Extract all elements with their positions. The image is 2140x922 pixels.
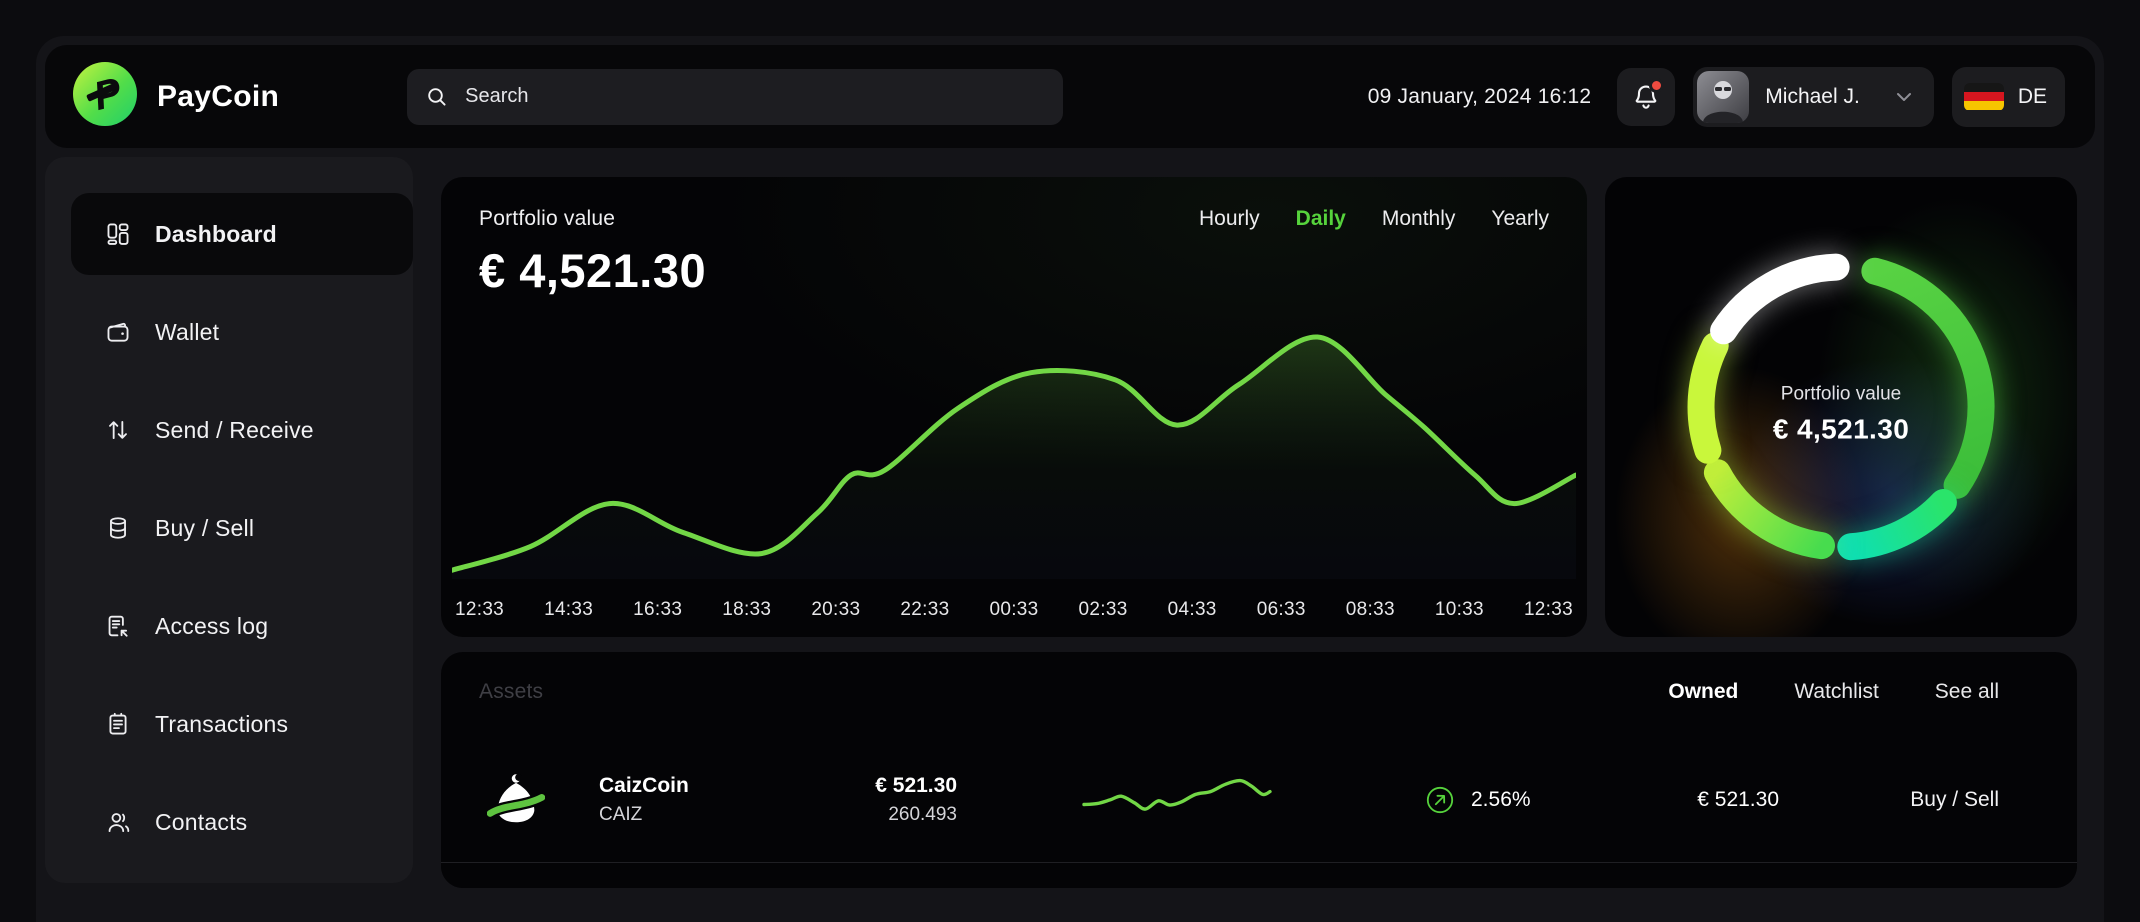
coin-name-cell: CaizCoin CAIZ xyxy=(547,774,717,826)
user-avatar xyxy=(1697,70,1750,123)
contacts-person-icon xyxy=(105,809,131,835)
segment-lime xyxy=(1687,332,1729,464)
paycoin-logo-icon: P xyxy=(73,62,137,131)
notifications-button[interactable] xyxy=(1617,67,1676,126)
profile-name: Michael J. xyxy=(1765,84,1860,108)
coin-price: € 521.30 xyxy=(875,774,957,797)
brand: P PayCoin xyxy=(73,62,279,131)
assets-card: Assets Owned Watchlist See all CaizCoin CA… xyxy=(441,652,2077,888)
app-window: P PayCoin 09 January, 2024 16:12 xyxy=(36,36,2104,922)
portfolio-chart-card: Portfolio value Hourly Daily Monthly Yearly… xyxy=(441,177,1587,637)
range-tab-yearly[interactable]: Yearly xyxy=(1491,207,1549,230)
x-tick-label: 00:33 xyxy=(989,599,1039,620)
sidebar-item-dashboard[interactable]: Dashboard xyxy=(71,193,413,275)
coin-change: 2.56% xyxy=(1471,788,1531,811)
profile-menu[interactable]: Michael J. xyxy=(1693,66,1934,127)
x-tick-label: 12:33 xyxy=(1523,599,1573,620)
sidebar-item-transactions[interactable]: Transactions xyxy=(45,683,413,765)
portfolio-area-chart xyxy=(452,334,1576,579)
portfolio-value: € 4,521.30 xyxy=(479,244,707,297)
sidebar-item-label: Buy / Sell xyxy=(155,514,255,541)
x-tick-label: 08:33 xyxy=(1345,599,1395,620)
search-input[interactable] xyxy=(463,84,1046,109)
sidebar: Dashboard Wallet Send / Receive Buy / Sell A… xyxy=(45,157,413,883)
sidebar-item-buy-sell[interactable]: Buy / Sell xyxy=(45,487,413,569)
sidebar-item-label: Dashboard xyxy=(155,220,277,247)
send-receive-arrows-icon xyxy=(105,417,131,443)
coin-sparkline-cell xyxy=(977,771,1377,829)
x-tick-label: 06:33 xyxy=(1256,599,1306,620)
sidebar-item-label: Contacts xyxy=(155,808,248,835)
range-tab-daily[interactable]: Daily xyxy=(1295,207,1346,230)
x-tick-label: 14:33 xyxy=(544,599,594,620)
next-row-stub xyxy=(441,863,2077,888)
range-tab-monthly[interactable]: Monthly xyxy=(1381,207,1456,230)
coin-amount: 260.493 xyxy=(888,804,957,825)
access-log-icon xyxy=(105,613,131,639)
portfolio-donut-card: Portfolio value € 4,521.30 xyxy=(1605,177,2077,637)
coin-name: CaizCoin xyxy=(599,774,689,797)
dashboard-grid-icon xyxy=(105,221,131,247)
donut-value: € 4,521.30 xyxy=(1772,413,1910,445)
donut-title: Portfolio value xyxy=(1780,383,1902,405)
buy-sell-button[interactable]: Buy / Sell xyxy=(1910,788,1999,811)
caizcoin-mosque-icon xyxy=(484,771,548,829)
language-code: DE xyxy=(2017,84,2047,108)
x-tick-label: 12:33 xyxy=(455,599,505,620)
segment-white xyxy=(1710,253,1850,345)
x-tick-label: 16:33 xyxy=(633,599,683,620)
chart-x-axis: 12:33 14:33 16:33 18:33 20:33 22:33 00:33 02:33… xyxy=(455,599,1573,621)
sidebar-item-contacts[interactable]: Contacts xyxy=(45,781,413,863)
sidebar-item-wallet[interactable]: Wallet xyxy=(45,291,413,373)
coins-stack-icon xyxy=(105,515,131,541)
x-tick-label: 18:33 xyxy=(722,599,772,620)
range-tabs: Hourly Daily Monthly Yearly xyxy=(1199,207,1549,231)
trend-up-circle-icon xyxy=(1425,785,1455,815)
sidebar-item-access-log[interactable]: Access log xyxy=(45,585,413,667)
assets-tabs: Owned Watchlist See all xyxy=(1668,680,1999,704)
coin-symbol: CAIZ xyxy=(599,804,643,825)
portfolio-donut-chart xyxy=(1687,253,1995,561)
assets-tab-watchlist[interactable]: Watchlist xyxy=(1794,680,1879,703)
range-tab-hourly[interactable]: Hourly xyxy=(1198,207,1260,230)
donut-center-label: Portfolio value € 4,521.30 xyxy=(1605,383,2077,445)
brand-name: PayCoin xyxy=(157,79,280,113)
coin-price-cell: € 521.30 260.493 xyxy=(717,774,977,826)
sidebar-item-label: Wallet xyxy=(155,318,220,345)
search-bar[interactable] xyxy=(407,68,1064,125)
x-tick-label: 10:33 xyxy=(1434,599,1484,620)
search-icon xyxy=(425,85,449,109)
sidebar-item-label: Send / Receive xyxy=(155,416,314,443)
bell-icon xyxy=(1631,82,1661,112)
x-tick-label: 22:33 xyxy=(900,599,950,620)
notification-badge xyxy=(1649,77,1665,93)
sidebar-item-label: Transactions xyxy=(155,710,289,737)
coin-change-cell: 2.56% xyxy=(1377,785,1627,815)
asset-row-caizcoin[interactable]: CaizCoin CAIZ € 521.30 260.493 xyxy=(441,738,2077,862)
segment-teal xyxy=(1837,489,1957,561)
topbar: P PayCoin 09 January, 2024 16:12 xyxy=(45,45,2095,148)
sidebar-item-label: Access log xyxy=(155,612,269,639)
row-divider xyxy=(441,862,2077,863)
portfolio-title: Portfolio value xyxy=(479,207,616,230)
datetime-label: 09 January, 2024 16:12 xyxy=(1367,84,1592,108)
assets-tab-see-all[interactable]: See all xyxy=(1934,680,1999,703)
wallet-icon xyxy=(105,319,131,345)
x-tick-label: 02:33 xyxy=(1078,599,1128,620)
sidebar-item-send-receive[interactable]: Send / Receive xyxy=(45,389,413,471)
assets-tab-owned[interactable]: Owned xyxy=(1668,680,1739,703)
assets-title: Assets xyxy=(479,680,544,703)
chevron-down-icon xyxy=(1892,85,1916,109)
coin-value: € 521.30 xyxy=(1697,788,1779,811)
segment-green xyxy=(1861,257,1995,499)
coin-sparkline xyxy=(1082,778,1272,811)
transactions-clipboard-icon xyxy=(105,711,131,737)
x-tick-label: 04:33 xyxy=(1167,599,1217,620)
language-selector[interactable]: DE xyxy=(1951,66,2065,127)
germany-flag-icon xyxy=(1963,82,2004,111)
x-tick-label: 20:33 xyxy=(811,599,861,620)
segment-yellow-green xyxy=(1703,459,1835,560)
